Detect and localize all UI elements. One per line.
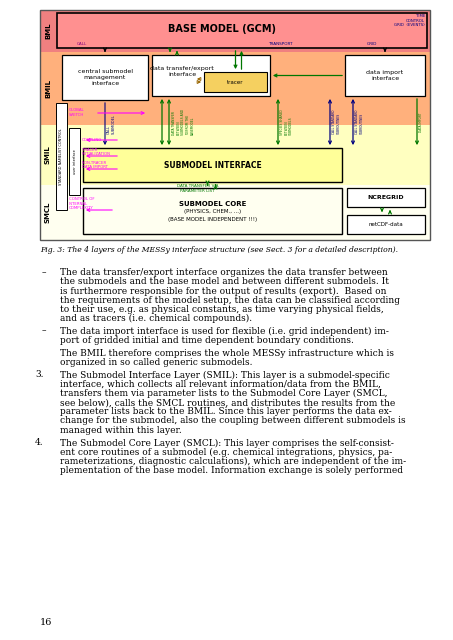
Bar [62, 55, 148, 100]
Bar [83, 148, 342, 182]
Text: netCDF-data: netCDF-data [369, 222, 403, 227]
Text: The data transfer/export interface organizes the data transfer between: The data transfer/export interface organ… [60, 268, 388, 277]
Text: user interface: user interface [72, 149, 77, 174]
Text: data import
interface: data import interface [366, 70, 404, 81]
Text: SUBMODEL CORE: SUBMODEL CORE [179, 201, 246, 207]
Text: parameter lists back to the BMIL. Since this layer performs the data ex-: parameter lists back to the BMIL. Since … [60, 407, 392, 416]
Text: GRID: GRID [367, 42, 377, 46]
Text: CONTROL OF
INTERNAL
COMPLEXITY: CONTROL OF INTERNAL COMPLEXITY [69, 197, 95, 210]
Text: SPECIES SHARED
BETWEEN
SUBMODELS: SPECIES SHARED BETWEEN SUBMODELS [280, 109, 293, 135]
Text: The data import interface is used for flexible (i.e. grid independent) im-: The data import interface is used for fl… [60, 326, 389, 336]
Text: organized in so called generic submodels.: organized in so called generic submodels… [60, 358, 252, 367]
Text: CALL
SUBMODEL: CALL SUBMODEL [107, 114, 116, 134]
Text: tracer: tracer [227, 79, 244, 84]
Text: plementation of the base model. Information exchange is solely performed: plementation of the base model. Informat… [60, 466, 403, 475]
Bar [345, 55, 425, 96]
Text: CALL STANDARD
SUBROUTINES: CALL STANDARD SUBROUTINES [332, 109, 341, 134]
Text: managed within this layer.: managed within this layer. [60, 426, 182, 435]
Text: NON-TRACER
DATA IMPORT: NON-TRACER DATA IMPORT [82, 161, 108, 170]
Text: GLOBAL
SWITCH: GLOBAL SWITCH [69, 108, 85, 116]
Bar [69, 128, 80, 195]
Text: 4.: 4. [35, 438, 43, 447]
Text: interface, which collects all relevant information/data from the BMIL,: interface, which collects all relevant i… [60, 380, 381, 388]
Text: SUBMODEL INTERFACE: SUBMODEL INTERFACE [164, 161, 261, 170]
Bar [40, 125, 430, 185]
Text: port of gridded initial and time dependent boundary conditions.: port of gridded initial and time depende… [60, 336, 354, 345]
Text: and as tracers (i.e. chemical compounds).: and as tracers (i.e. chemical compounds)… [60, 314, 252, 323]
Text: CALL: CALL [77, 42, 87, 46]
Text: The BMIL therefore comprises the whole MESSy infrastructure which is: The BMIL therefore comprises the whole M… [60, 349, 394, 358]
Text: (PHYSICS, CHEM., ...): (PHYSICS, CHEM., ...) [184, 209, 241, 214]
Text: transfers them via parameter lists to the Submodel Core Layer (SMCL,: transfers them via parameter lists to th… [60, 389, 387, 398]
Text: ent core routines of a submodel (e.g. chemical integrations, physics, pa-: ent core routines of a submodel (e.g. ch… [60, 447, 392, 457]
Text: Fig. 3: The 4 layers of the MESSy interface structure (see Sect. 3 for a detaile: Fig. 3: The 4 layers of the MESSy interf… [40, 246, 398, 254]
Bar [40, 10, 430, 240]
Bar [40, 52, 430, 125]
Text: BMIL: BMIL [45, 79, 51, 98]
Text: is furthermore responsible for the output of results (export).  Based on: is furthermore responsible for the outpu… [60, 286, 386, 296]
Text: COUPLING: COUPLING [82, 138, 102, 142]
Bar [56, 103, 67, 210]
Text: BML: BML [45, 23, 51, 39]
Bar [40, 10, 430, 52]
Text: TIME
CONTROL
GRID  (EVENTS): TIME CONTROL GRID (EVENTS) [394, 14, 425, 27]
Text: CALL STANDARD
SUBROUTINES: CALL STANDARD SUBROUTINES [355, 109, 364, 134]
Bar [83, 188, 342, 234]
Text: TRACER
INITIALIZATION: TRACER INITIALIZATION [82, 148, 111, 156]
Bar [40, 185, 430, 240]
Text: (BASE MODEL INDEPENDENT !!!): (BASE MODEL INDEPENDENT !!!) [168, 218, 257, 223]
Text: data transfer/export
interface: data transfer/export interface [150, 66, 214, 77]
Text: –: – [42, 326, 47, 336]
Text: see below), calls the SMCL routines, and distributes the results from the: see below), calls the SMCL routines, and… [60, 398, 395, 407]
Bar [57, 13, 427, 48]
Bar [347, 215, 425, 234]
Text: 16: 16 [40, 618, 53, 627]
Text: 3.: 3. [35, 371, 43, 380]
Text: change for the submodel, also the coupling between different submodels is: change for the submodel, also the coupli… [60, 417, 405, 426]
Text: BASE MODEL (GCM): BASE MODEL (GCM) [168, 24, 276, 33]
Text: rameterizations, diagnostic calculations), which are independent of the im-: rameterizations, diagnostic calculations… [60, 457, 406, 466]
Text: SMIL: SMIL [45, 146, 51, 164]
Text: TRANSPORT: TRANSPORT [269, 42, 293, 46]
Bar [152, 55, 270, 96]
Text: –: – [42, 268, 47, 277]
Text: DATA TRANSFER VIA
PARAMETER LIST: DATA TRANSFER VIA PARAMETER LIST [177, 184, 218, 193]
Text: NCREGRID: NCREGRID [368, 195, 405, 200]
Text: DATA TRANSFER
BETWEEN
SUBMODELS AND
TO/FROM THE
BASEMODEL: DATA TRANSFER BETWEEN SUBMODELS AND TO/F… [172, 109, 194, 135]
Text: SMCL: SMCL [45, 202, 51, 223]
Text: central submodel
management
interface: central submodel management interface [77, 69, 132, 86]
Text: The Submodel Core Layer (SMCL): This layer comprises the self-consist-: The Submodel Core Layer (SMCL): This lay… [60, 438, 394, 447]
Bar [204, 72, 267, 92]
Text: DATA IMPORT: DATA IMPORT [419, 112, 423, 132]
Text: STANDARD NAMELIST CONTROL: STANDARD NAMELIST CONTROL [59, 128, 63, 185]
Text: to their use, e.g. as physical constants, as time varying physical fields,: to their use, e.g. as physical constants… [60, 305, 384, 314]
Bar [347, 188, 425, 207]
Text: the requirements of the model setup, the data can be classified according: the requirements of the model setup, the… [60, 296, 400, 305]
Text: the submodels and the base model and between different submodels. It: the submodels and the base model and bet… [60, 277, 389, 286]
Text: The Submodel Interface Layer (SMIL): This layer is a submodel-specific: The Submodel Interface Layer (SMIL): Thi… [60, 371, 390, 380]
